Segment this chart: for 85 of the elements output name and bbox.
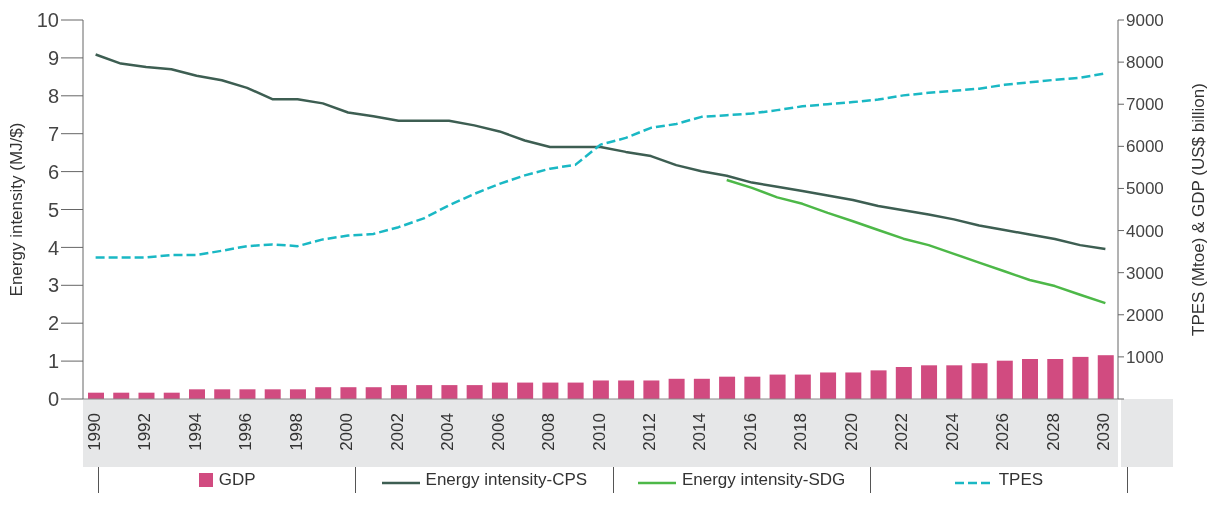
bar: [996, 360, 1013, 399]
bar: [239, 389, 256, 399]
x-tick-label: 2030: [1094, 413, 1114, 451]
y2-tick-label: 2000: [1126, 305, 1164, 325]
bar: [264, 389, 281, 399]
bar: [542, 382, 559, 399]
bar: [1047, 358, 1064, 399]
legend-label: Energy intensity-SDG: [681, 470, 846, 490]
x-tick-label: 1990: [84, 413, 104, 451]
bar: [921, 365, 938, 399]
y-tick-label: 8: [47, 84, 59, 107]
bar: [592, 380, 609, 399]
bar: [567, 382, 584, 399]
y2-tick-label: 8000: [1126, 53, 1164, 73]
y-axis-title: Energy intensity (MJ/$): [7, 122, 27, 297]
x-tick-label: 2004: [438, 413, 458, 451]
y2-tick-label: 7000: [1126, 95, 1164, 115]
legend-label: GDP: [218, 470, 256, 490]
y2-tick-label: 3000: [1126, 263, 1164, 283]
bar: [769, 374, 786, 399]
bar: [517, 382, 534, 399]
bar: [466, 385, 483, 399]
legend-label: TPES: [998, 470, 1044, 490]
x-tick-label: 2028: [1043, 413, 1063, 451]
bar: [643, 380, 660, 399]
y2-tick-label: 4000: [1126, 221, 1164, 241]
bar: [1072, 356, 1089, 399]
y-tick-label: 5: [47, 198, 59, 221]
bar: [214, 389, 231, 399]
bar: [870, 370, 887, 399]
bar: [416, 385, 433, 399]
y-tick-label: 1: [47, 350, 59, 373]
y2-axis-title: TPES (Mtoe) & GDP (US$ billion): [1189, 83, 1209, 336]
bar: [289, 389, 306, 399]
x-tick-label: 2010: [589, 413, 609, 451]
legend-label: Energy intensity-CPS: [425, 470, 588, 490]
x-tick-label: 2012: [639, 413, 659, 451]
bar: [1022, 358, 1039, 399]
y-tick-label: 9: [47, 47, 59, 69]
x-tick-label: 2020: [841, 413, 861, 451]
y2-tick-label: 6000: [1126, 137, 1164, 157]
bar: [491, 382, 508, 399]
x-tick-label: 2000: [337, 413, 357, 451]
y2-tick-label: 9000: [1126, 11, 1164, 31]
bar: [340, 387, 357, 399]
y-tick-label: 7: [47, 122, 59, 145]
bar: [946, 365, 963, 399]
y-tick-label: 6: [47, 160, 59, 183]
y-tick-label: 2: [47, 312, 59, 335]
x-tick-label: 2014: [690, 413, 710, 451]
x-tick-label: 2018: [791, 413, 811, 451]
x-tick-label: 1996: [236, 413, 256, 451]
y-tick-label: 10: [36, 9, 59, 32]
bar: [744, 376, 761, 399]
line-series: [725, 178, 1107, 305]
bar: [441, 385, 458, 399]
bar: [820, 372, 837, 399]
x-tick-label: 2024: [942, 413, 962, 451]
y-tick-label: 4: [47, 236, 59, 259]
bar: [971, 363, 988, 399]
bar: [668, 378, 685, 399]
bar: [618, 380, 635, 399]
bar: [794, 374, 811, 399]
y-tick-label: 3: [47, 274, 59, 297]
bar: [315, 387, 332, 399]
bar: [365, 387, 382, 399]
x-tick-label: 1998: [286, 413, 306, 451]
x-tick-label: 1992: [135, 413, 155, 451]
y2-tick-label: 1000: [1126, 347, 1164, 367]
x-tick-label: 2002: [387, 413, 407, 451]
bar: [188, 389, 205, 399]
bar: [390, 385, 407, 399]
x-tick-label: 2008: [539, 413, 559, 451]
y2-tick-label: 5000: [1126, 179, 1164, 199]
bar: [845, 372, 862, 399]
x-tick-label: 1994: [185, 413, 205, 451]
x-tick-label: 2006: [488, 413, 508, 451]
bar: [1097, 355, 1114, 399]
bar: [719, 376, 736, 399]
bar: [693, 378, 710, 399]
x-tick-label: 2022: [892, 413, 912, 451]
x-tick-label: 2016: [740, 413, 760, 451]
x-tick-label: 2026: [993, 413, 1013, 451]
bar: [895, 367, 912, 399]
y-tick-label: 0: [47, 388, 59, 411]
